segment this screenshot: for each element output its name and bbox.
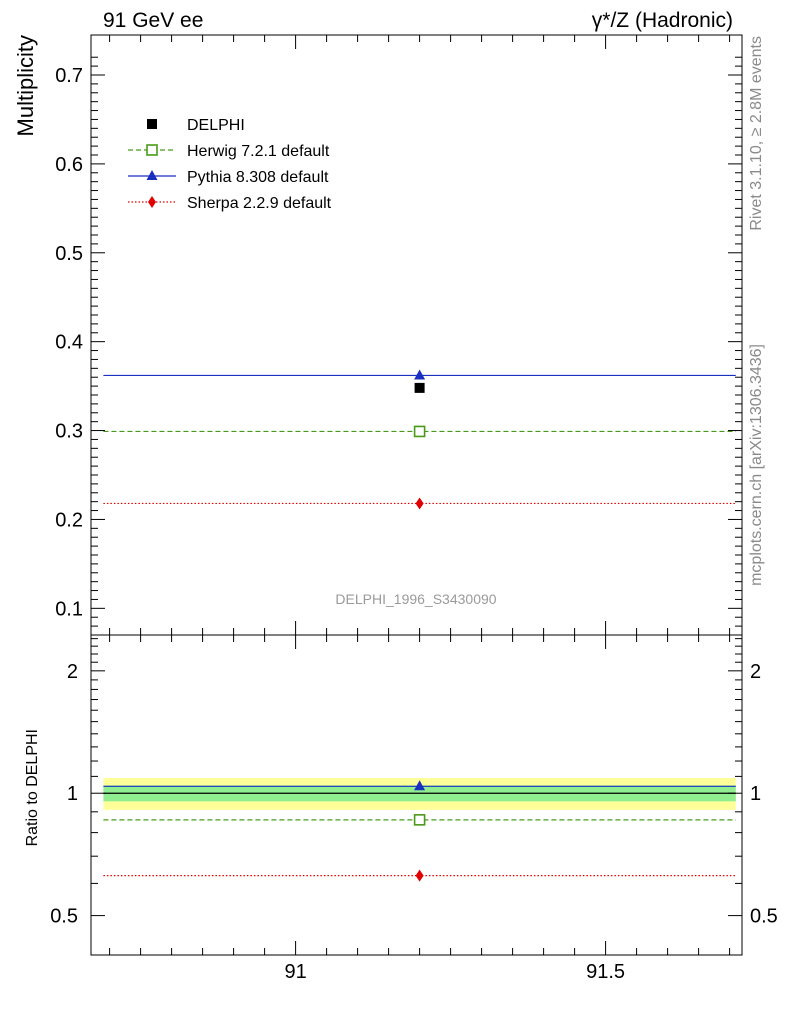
main-pythia-point — [414, 369, 426, 380]
ratio-y-tick-label-right: 1 — [750, 783, 761, 805]
legend-point-pythia — [146, 170, 158, 180]
header-left: 91 GeV ee — [103, 9, 203, 32]
axis-ticks — [91, 35, 742, 956]
legend-point-delphi — [147, 119, 157, 129]
analysis-watermark: DELPHI_1996_S3430090 — [335, 591, 496, 607]
header-right: γ*/Z (Hadronic) — [592, 9, 733, 32]
ratio-herwig-point — [413, 814, 426, 826]
x-tick-label: 91.5 — [586, 961, 625, 983]
legend-point-herwig — [146, 144, 158, 156]
ratio-sherpa-point — [415, 869, 424, 882]
ratio-y-tick-label-right: 2 — [750, 661, 761, 683]
ratio-y-tick-label: 0.5 — [50, 906, 78, 928]
main-herwig-point — [413, 425, 426, 438]
ratio-y-tick-label: 1 — [67, 783, 78, 805]
legend-point-sherpa — [148, 196, 156, 208]
legend-marker-herwig — [128, 144, 176, 156]
side-text-rivet: Rivet 3.1.10, ≥ 2.8M events — [748, 36, 765, 231]
ratio-plot-frame — [90, 634, 743, 956]
series-layer — [103, 369, 736, 882]
main-y-tick-label: 0.2 — [55, 509, 83, 531]
main-y-tick-label: 0.1 — [55, 598, 83, 620]
main-y-tick-label: 0.7 — [55, 65, 83, 87]
main-ylabel: Multiplicity — [13, 35, 38, 136]
legend-label-herwig: Herwig 7.2.1 default — [187, 143, 330, 160]
main-delphi-point — [414, 382, 425, 393]
main-sherpa-point — [415, 497, 424, 510]
frames — [90, 34, 743, 956]
side-text-mcplots: mcplots.cern.ch [arXiv:1306.3436] — [748, 344, 765, 586]
main-y-tick-label: 0.5 — [55, 243, 83, 265]
ratio-y-tick-label-right: 0.5 — [750, 906, 778, 928]
ratio-y-tick-label: 2 — [67, 661, 78, 683]
ratio-ylabel: Ratio to DELPHI — [24, 729, 41, 846]
legend-marker-delphi — [147, 119, 157, 129]
legend-label-sherpa: Sherpa 2.2.9 default — [187, 195, 332, 212]
ratio-pythia-point — [414, 780, 426, 791]
legend-marker-sherpa — [128, 196, 176, 208]
legend-marker-pythia — [128, 170, 176, 180]
main-y-tick-label: 0.3 — [55, 421, 83, 443]
x-tick-label: 91 — [284, 961, 306, 983]
legend-label-pythia: Pythia 8.308 default — [187, 169, 329, 186]
main-y-tick-label: 0.6 — [55, 154, 83, 176]
legend-label-delphi: DELPHI — [187, 117, 245, 134]
tick-labels: 0.1 0.2 0.3 0.4 0.5 0.6 0.7 0.5 0.5 1 1 2 2 91 91.5 — [50, 65, 778, 983]
legend: DELPHI Herwig 7.2.1 default Pythia 8.308… — [128, 117, 332, 212]
main-y-tick-label: 0.4 — [55, 332, 83, 354]
